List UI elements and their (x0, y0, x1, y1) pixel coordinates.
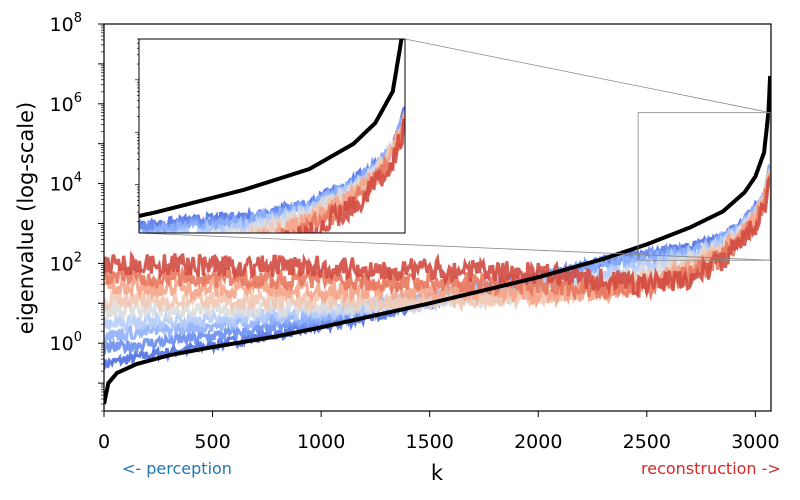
inset-series-line-layer-2 (139, 108, 405, 233)
inset-frame (138, 38, 406, 234)
x-tick-label: 500 (194, 431, 230, 453)
y-axis: 100 102 104 106 108 (50, 11, 104, 412)
inset-axis (135, 38, 139, 222)
y-tick-label: 104 (50, 171, 82, 196)
x-axis: 0 500 1000 1500 2000 2500 3000 (98, 411, 780, 453)
reconstruction-annotation: reconstruction -> (641, 459, 781, 478)
series-line-layer-9 (104, 176, 771, 299)
series-line-layer-8 (104, 175, 771, 302)
y-tick-label: 102 (50, 250, 82, 275)
x-tick-label: 3000 (731, 431, 779, 453)
inset-series-line-layer-1 (139, 106, 405, 233)
reference-line (104, 75, 771, 405)
x-tick-label: 0 (98, 431, 110, 453)
y-tick-label: 106 (50, 91, 82, 116)
x-tick-label: 1000 (297, 431, 345, 453)
zoom-connector-top (404, 38, 771, 114)
inset-background (139, 39, 405, 233)
inset-series-line-layer-3 (139, 110, 405, 233)
zoom-rectangle (637, 112, 771, 261)
plot-frame (103, 23, 772, 412)
y-axis-label: eigenvalue (log-scale) (14, 102, 38, 334)
x-axis-label: k (431, 461, 444, 485)
x-tick-label: 2000 (514, 431, 562, 453)
inset-reference-line (139, 39, 404, 218)
y-tick-label: 108 (50, 11, 82, 36)
zoom-connector-bottom (138, 232, 771, 261)
y-tick-label: 100 (50, 330, 82, 355)
x-tick-label: 1500 (406, 431, 454, 453)
main-series-group (104, 75, 771, 405)
x-tick-label: 2500 (623, 431, 671, 453)
zoom-indicator (138, 38, 771, 261)
perception-annotation: <- perception (122, 459, 232, 478)
